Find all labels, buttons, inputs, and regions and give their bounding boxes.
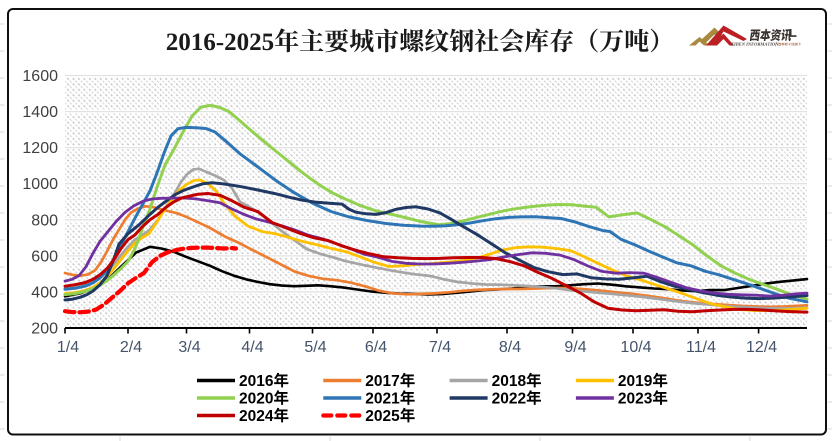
svg-text:7/4: 7/4 xyxy=(429,339,451,356)
svg-text:600: 600 xyxy=(31,248,58,265)
svg-text:2019: 2019 xyxy=(618,373,653,390)
svg-text:2024: 2024 xyxy=(239,408,274,425)
svg-text:6/4: 6/4 xyxy=(365,339,387,356)
svg-text:2017: 2017 xyxy=(365,373,399,390)
svg-text:1/4: 1/4 xyxy=(57,339,79,356)
svg-text:8/4: 8/4 xyxy=(499,339,521,356)
svg-text:11/4: 11/4 xyxy=(686,339,716,356)
svg-text:1000: 1000 xyxy=(22,176,58,193)
svg-text:2/4: 2/4 xyxy=(120,339,142,356)
svg-text:3/4: 3/4 xyxy=(178,339,200,356)
svg-text:2025: 2025 xyxy=(365,408,400,425)
svg-text:200: 200 xyxy=(31,321,58,338)
svg-text:1400: 1400 xyxy=(22,104,58,121)
svg-text:400: 400 xyxy=(31,284,58,301)
svg-text:12/4: 12/4 xyxy=(746,339,777,356)
svg-text:2023: 2023 xyxy=(618,391,653,408)
svg-text:1600: 1600 xyxy=(22,68,58,85)
svg-text:2016: 2016 xyxy=(239,373,274,390)
svg-text:4/4: 4/4 xyxy=(241,339,263,356)
svg-text:2022: 2022 xyxy=(492,391,526,408)
svg-text:1200: 1200 xyxy=(22,140,58,157)
svg-text:5/4: 5/4 xyxy=(304,339,326,356)
svg-text:2021: 2021 xyxy=(365,391,400,408)
svg-text:800: 800 xyxy=(31,212,58,229)
svg-text:2018: 2018 xyxy=(492,373,527,390)
svg-text:10/4: 10/4 xyxy=(620,339,651,356)
svg-text:9/4: 9/4 xyxy=(564,339,586,356)
svg-text:2020: 2020 xyxy=(239,391,273,408)
